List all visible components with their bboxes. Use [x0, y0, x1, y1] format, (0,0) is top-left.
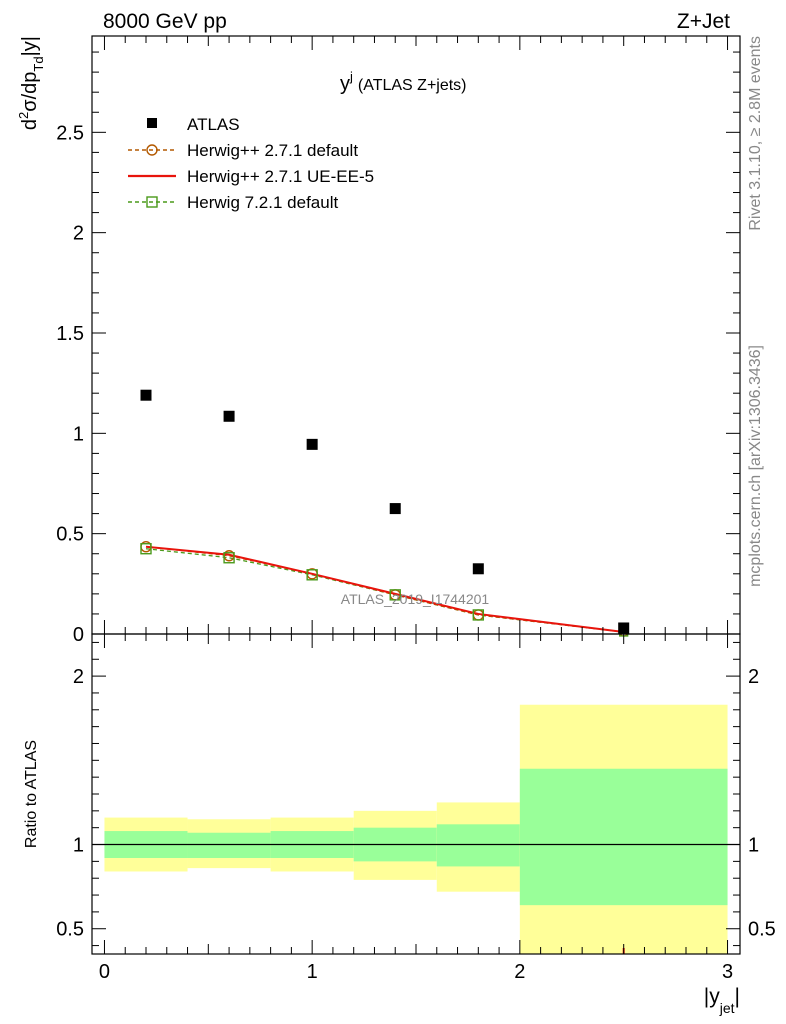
main-ytick-label-4: 2: [73, 223, 84, 245]
series-herwigpp-default-line: [145, 546, 624, 633]
ratio-ytick-label-right-1: 1: [748, 835, 759, 857]
ratio-panel: 0.5 0.5 1 1 2 2 0 1 2 3 Ratio to ATLAS |yjet|: [23, 633, 776, 1016]
ratio-ytick-label-left-2: 2: [73, 666, 84, 688]
plot-title-sup: j: [349, 69, 353, 84]
main-panel: 0 0.5 1 1.5 2 2.5 ATLAS_2019_I1744201 yj (ATLA…: [16, 35, 741, 646]
legend-herwig721-label: Herwig 7.2.1 default: [187, 193, 338, 212]
main-y-label: d2σ/dpTd|y|: [16, 36, 46, 130]
xlabel-main: |y: [704, 985, 720, 1008]
legend-herwigpp-default-marker: [146, 144, 158, 156]
mcplots-label: mcplots.cern.ch [arXiv:1306.3436]: [747, 345, 764, 587]
atlas-point-0: [140, 389, 152, 401]
herwig721-point-0: [140, 543, 152, 555]
legend-entry-herwigpp-default: Herwig++ 2.7.1 default: [128, 141, 358, 160]
legend-atlas-marker: [147, 118, 157, 128]
ratio-xtick-label-0: 0: [99, 961, 110, 983]
ratio-ytick-label-right-0: 0.5: [748, 919, 776, 941]
xlabel-end: |: [735, 985, 740, 1008]
series-herwigpp-ueee5-line: [145, 545, 624, 633]
herwig721-point-1: [223, 552, 235, 564]
main-ytick-label-3: 1.5: [56, 323, 84, 345]
atlas-point-1: [223, 410, 235, 422]
ylabel-sub: Td: [31, 56, 46, 71]
ratio-xtick-label-1: 1: [307, 961, 318, 983]
main-marks: [140, 389, 630, 637]
main-axes: 0 0.5 1 1.5 2 2.5: [56, 36, 740, 646]
ratio-xtick-label-2: 2: [514, 961, 525, 983]
legend-herwigpp-ueee5-label: Herwig++ 2.7.1 UE-EE-5: [187, 167, 374, 186]
watermark-label: ATLAS_2019_I1744201: [341, 591, 490, 607]
ratio-xtick-label-3: 3: [722, 961, 733, 983]
ratio-x-label: |yjet|: [704, 985, 740, 1016]
header-left-label: 8000 GeV pp: [103, 10, 227, 33]
rivet-label: Rivet 3.1.10, ≥ 2.8M events: [747, 36, 764, 231]
plot-title: yj (ATLAS Z+jets): [340, 69, 467, 95]
ratio-inner-band-4: [436, 824, 520, 867]
legend-entry-herwig721: Herwig 7.2.1 default: [128, 193, 338, 212]
ylabel-sup: 2: [16, 112, 31, 119]
main-ytick-label-2: 1: [73, 423, 84, 445]
atlas-point-4: [472, 563, 484, 575]
atlas-point-3: [389, 503, 401, 515]
herwig721-point-2: [306, 569, 318, 581]
ratio-axes: 0.5 0.5 1 1 2 2 0 1 2 3: [56, 634, 776, 983]
plot-title-main: y: [340, 73, 350, 95]
herwig721-point-4: [472, 609, 485, 621]
ratio-bands: [92, 704, 740, 954]
header-right-label: Z+Jet: [677, 10, 730, 33]
ylabel-mid: σ/dp: [19, 72, 41, 112]
legend: ATLAS Herwig++ 2.7.1 default Herwig++ 2.…: [128, 115, 374, 212]
ratio-inner-band-1: [187, 832, 271, 858]
ylabel-end: |y|: [19, 36, 41, 56]
main-ytick-label-1: 0.5: [56, 524, 84, 546]
ratio-ytick-label-left-0: 0.5: [56, 919, 84, 941]
legend-atlas-label: ATLAS: [187, 115, 240, 134]
ylabel-d: d: [19, 119, 41, 130]
legend-herwigpp-default-label: Herwig++ 2.7.1 default: [187, 141, 358, 160]
ratio-ytick-label-right-2: 2: [748, 666, 759, 688]
legend-entry-atlas: ATLAS: [147, 115, 240, 134]
main-ytick-label-0: 0: [73, 624, 84, 646]
legend-herwig721-marker: [146, 196, 158, 208]
main-ytick-label-5: 2.5: [56, 122, 84, 144]
ratio-ytick-label-left-1: 1: [73, 835, 84, 857]
ratio-inner-band-5: [519, 768, 728, 906]
herwig721-point-3: [389, 589, 401, 601]
atlas-point-2: [306, 438, 318, 450]
ratio-y-label: Ratio to ATLAS: [23, 740, 40, 848]
legend-entry-herwigpp-ueee5: Herwig++ 2.7.1 UE-EE-5: [128, 167, 374, 186]
xlabel-sub: jet: [719, 1000, 735, 1016]
plot-title-rest: (ATLAS Z+jets): [358, 77, 467, 94]
ratio-frame: [91, 633, 741, 955]
